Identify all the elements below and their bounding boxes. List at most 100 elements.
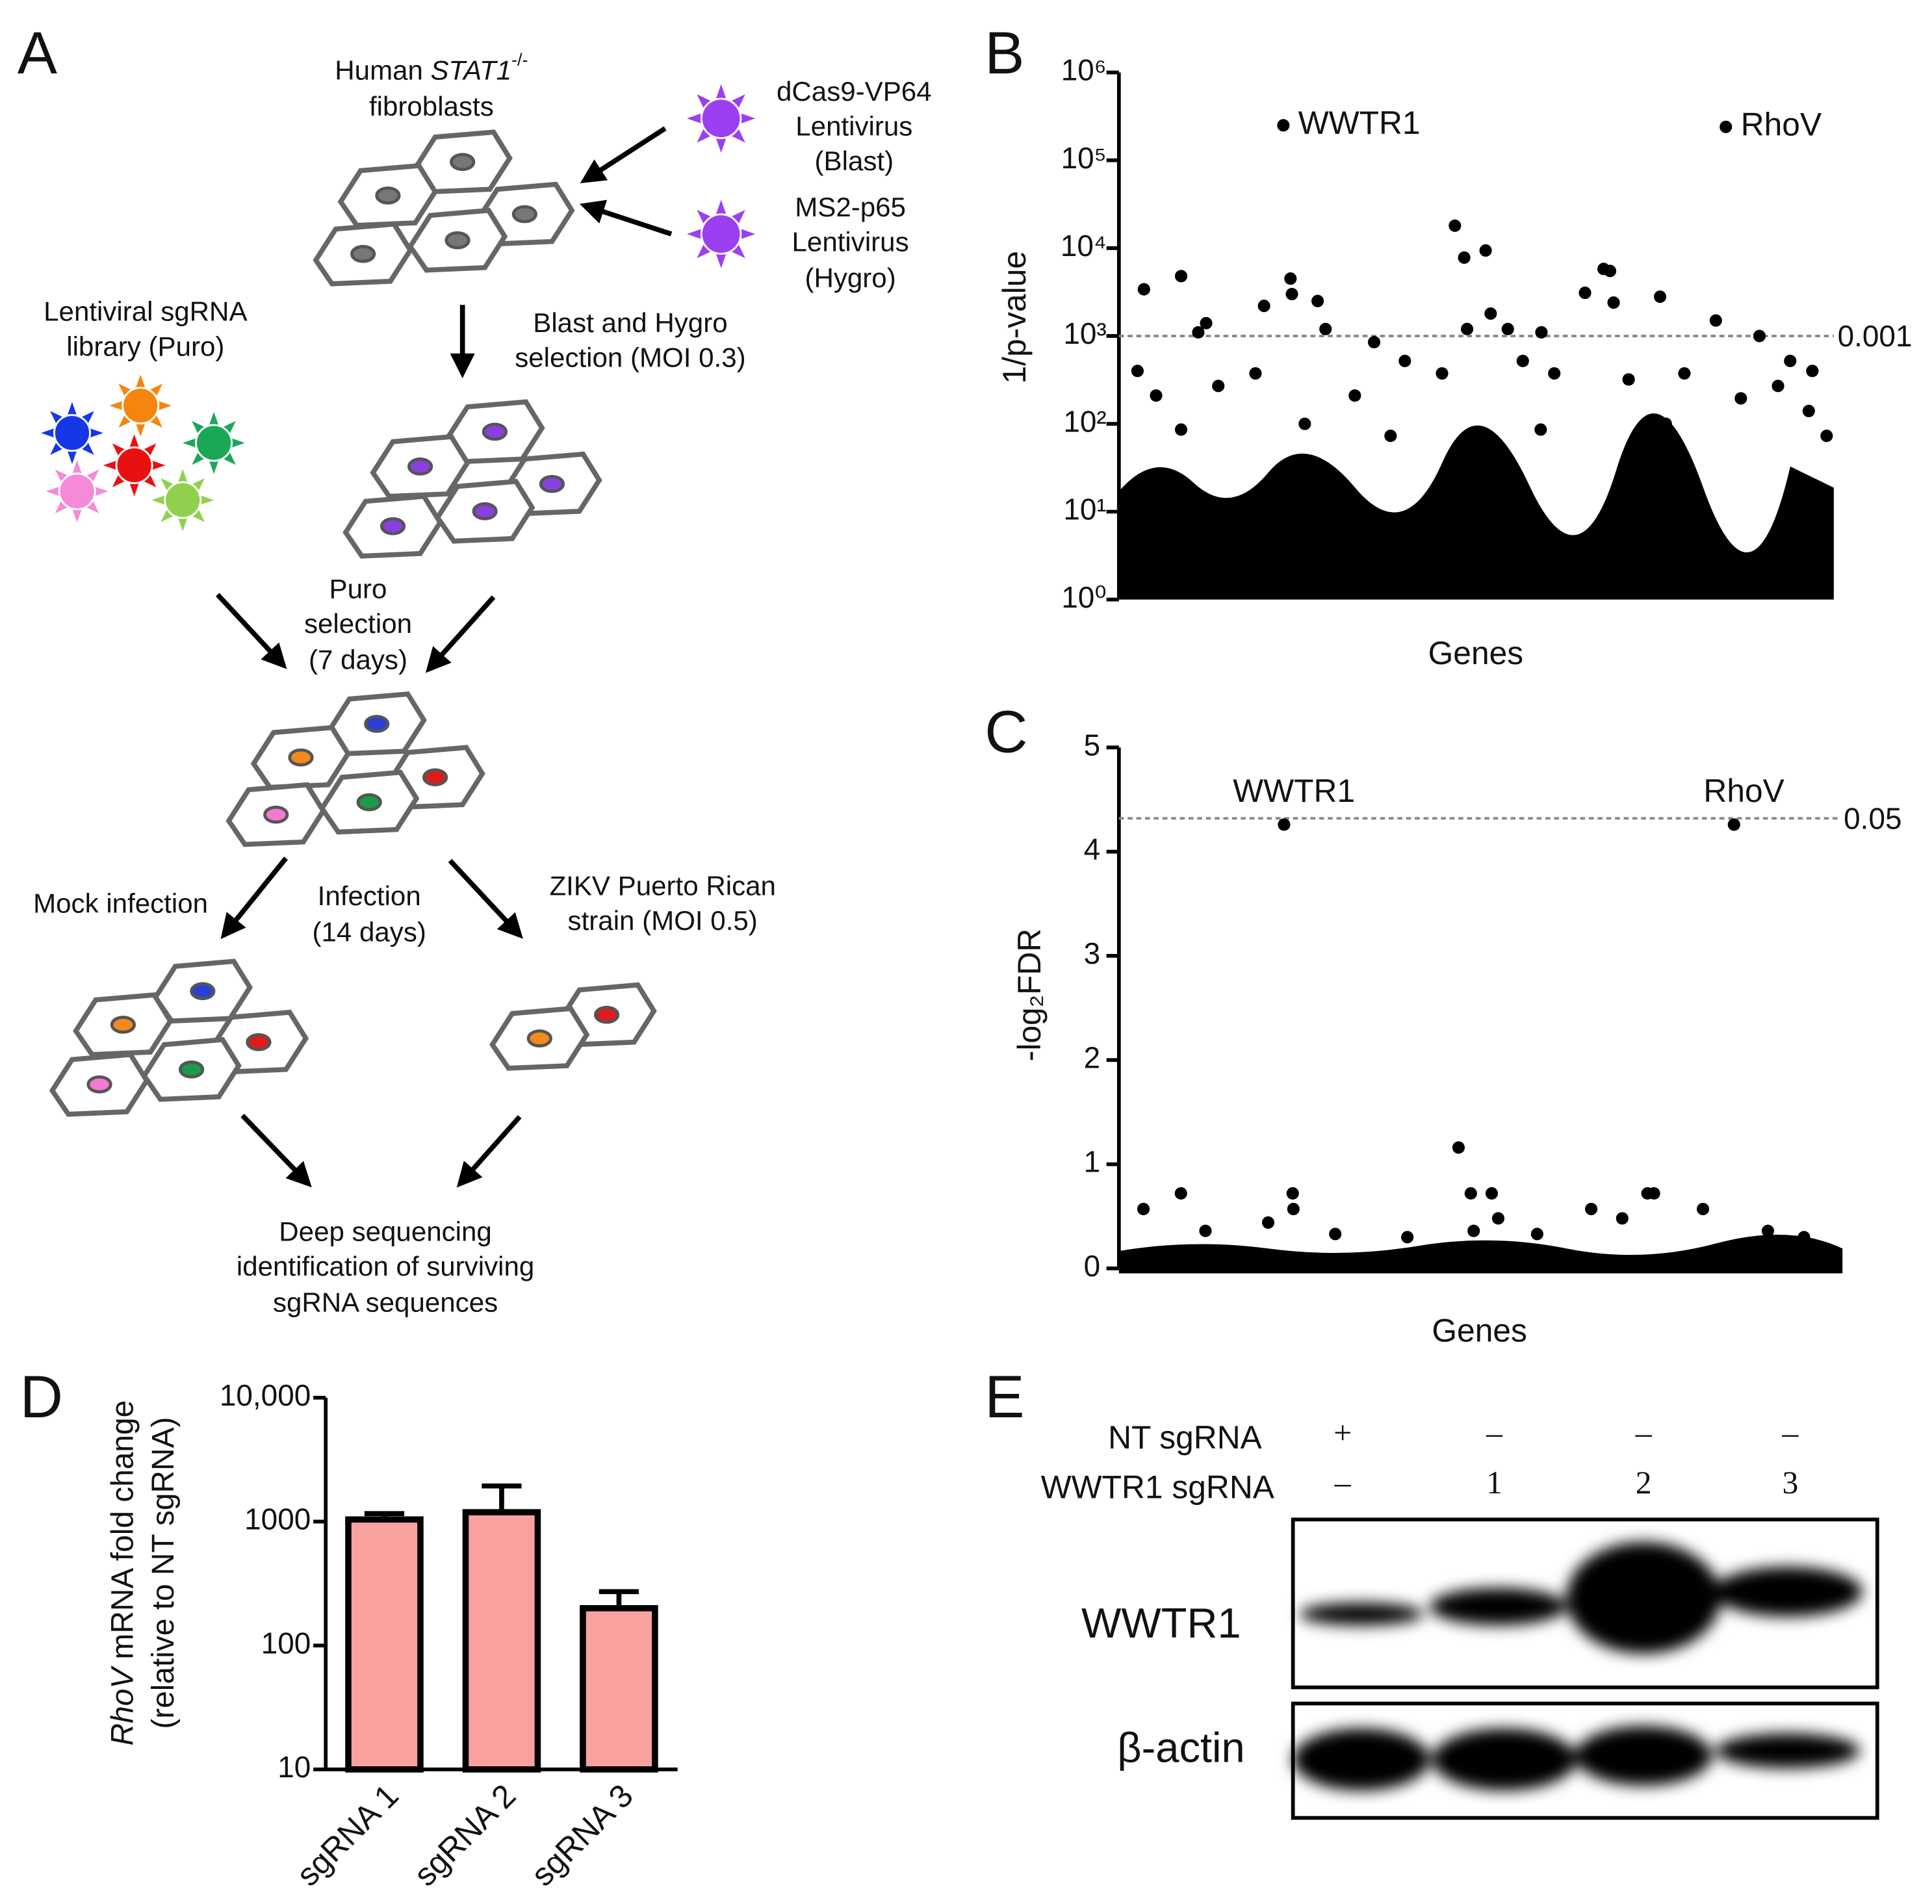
- panel-label: C: [985, 699, 1027, 765]
- point: [1137, 283, 1150, 296]
- panel-label: B: [985, 20, 1024, 86]
- lane-label: –: [1334, 1465, 1352, 1500]
- diagram-label: (7 days): [309, 644, 407, 675]
- point: [1797, 1231, 1810, 1244]
- diagram-label: strain (MOI 0.5): [568, 905, 758, 936]
- lane-label: +: [1333, 1415, 1352, 1451]
- point: [1261, 1216, 1275, 1229]
- diagram-label: Blast and Hygro: [533, 307, 727, 338]
- nucleus: [86, 1075, 112, 1094]
- y-tick-label: 4: [1084, 832, 1101, 866]
- y-axis-label: (relative to NT sgRNA): [146, 1417, 181, 1729]
- point: [1647, 1187, 1660, 1200]
- point: [1548, 367, 1561, 380]
- lane-label: 1: [1486, 1465, 1502, 1500]
- panel-label: A: [18, 20, 58, 86]
- diagram-label: Lentivirus: [795, 111, 912, 142]
- y-tick-label: 10: [277, 1750, 311, 1784]
- diagram-label: dCas9-VP64: [777, 76, 932, 107]
- point: [1491, 1212, 1505, 1225]
- point: [1516, 354, 1529, 368]
- point: [1460, 322, 1474, 335]
- diagram-label: (14 days): [312, 916, 426, 947]
- point: [1464, 1187, 1477, 1200]
- point: [1501, 322, 1514, 335]
- point: [1458, 251, 1471, 264]
- point: [1771, 380, 1784, 392]
- y-tick-label: 0: [1084, 1249, 1101, 1283]
- point: [1277, 119, 1290, 132]
- y-tick-label: 10,000: [220, 1378, 311, 1412]
- nucleus: [375, 186, 401, 205]
- y-tick-label: 1: [1084, 1145, 1101, 1179]
- nucleus: [380, 517, 406, 535]
- point: [1436, 367, 1449, 380]
- y-tick-label: 100: [261, 1626, 311, 1660]
- point: [1131, 365, 1144, 378]
- point: [1452, 1141, 1465, 1154]
- fibroblast-label: fibroblasts: [369, 91, 494, 122]
- virus-core: [195, 424, 233, 462]
- x-tick-label: sgRNA 2: [407, 1777, 522, 1893]
- point: [1398, 354, 1411, 368]
- lane-label: 3: [1782, 1465, 1798, 1500]
- point: [1199, 1224, 1212, 1237]
- diagram-label: ZIKV Puerto Rican: [549, 871, 775, 901]
- nucleus: [511, 205, 537, 224]
- lane-label: –: [1635, 1415, 1653, 1451]
- point: [1784, 354, 1797, 368]
- diagram-label: selection (MOI 0.3): [515, 342, 745, 373]
- diagram-label: sgRNA sequences: [273, 1287, 498, 1317]
- point: [1806, 365, 1819, 378]
- nucleus: [110, 1016, 136, 1034]
- point: [1753, 329, 1766, 342]
- bar: [580, 1605, 658, 1773]
- point: [1820, 430, 1833, 443]
- nucleus: [190, 982, 216, 1001]
- point: [1285, 287, 1298, 301]
- point: [1535, 326, 1548, 339]
- point: [1678, 367, 1691, 380]
- diagram-label: Lentivirus: [792, 227, 909, 257]
- nucleus: [526, 1029, 552, 1048]
- point: [1479, 244, 1492, 257]
- diagram-label: library (Puro): [66, 331, 224, 361]
- text: Human: [335, 55, 423, 86]
- y-tick-label: 10¹: [1063, 493, 1106, 526]
- point: [1174, 1187, 1187, 1200]
- point: [1578, 287, 1591, 300]
- diagram-label: Puro: [329, 573, 387, 604]
- y-tick-label: 10³: [1063, 316, 1106, 350]
- point: [1284, 272, 1297, 285]
- band-label: WWTR1: [1081, 1599, 1241, 1647]
- point: [1485, 1187, 1499, 1200]
- nucleus: [263, 805, 289, 824]
- nucleus: [356, 793, 382, 812]
- nucleus: [472, 502, 498, 521]
- point: [1200, 316, 1213, 329]
- point: [1622, 373, 1635, 386]
- nucleus: [350, 244, 376, 263]
- point: [1348, 389, 1361, 402]
- x-axis-label: Genes: [1432, 1313, 1527, 1349]
- lane-label: 2: [1636, 1465, 1652, 1500]
- nucleus: [539, 474, 565, 493]
- diagram-label: MS2-p65: [795, 192, 906, 222]
- point: [1174, 270, 1188, 283]
- western-blot: WWTR1 β-actin: [1081, 1517, 1879, 1820]
- diagram-label: Infection: [318, 881, 421, 911]
- nucleus: [422, 768, 448, 787]
- virus-core: [122, 387, 160, 425]
- point: [1603, 264, 1617, 277]
- point: [1212, 380, 1225, 392]
- point: [1697, 1202, 1710, 1216]
- dense-gene-cloud: [1118, 1235, 1843, 1274]
- nucleus: [450, 153, 476, 172]
- diagram-label: identification of surviving: [237, 1251, 534, 1281]
- point: [1257, 300, 1270, 313]
- y-tick-label: 2: [1084, 1040, 1101, 1074]
- nucleus: [482, 422, 508, 441]
- x-axis-label: Genes: [1428, 635, 1524, 671]
